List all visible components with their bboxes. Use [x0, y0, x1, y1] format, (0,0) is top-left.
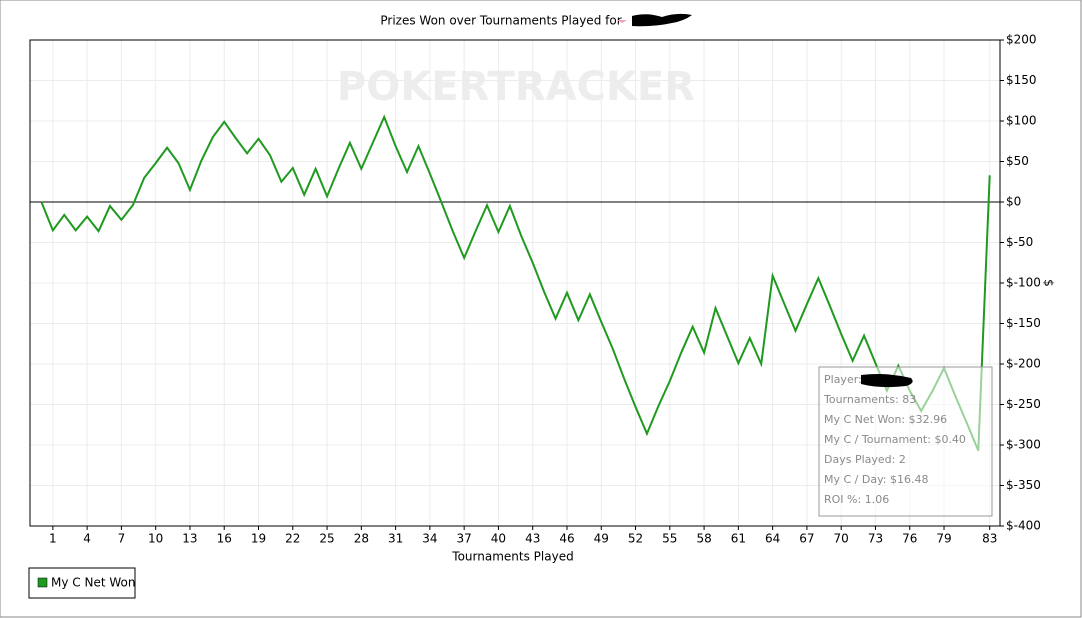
y-tick-label: $0	[1006, 195, 1021, 209]
tooltip	[818, 366, 993, 517]
x-tick-label: 16	[217, 532, 232, 546]
x-tick-label: 49	[594, 532, 609, 546]
x-axis-label: Tournaments Played	[451, 550, 573, 564]
y-tick-label: $-200	[1006, 357, 1041, 371]
x-tick-label: 46	[559, 532, 574, 546]
x-tick-label: 61	[731, 532, 746, 546]
tooltip-line: ROI %: 1.06	[824, 493, 889, 506]
x-tick-label: 43	[525, 532, 540, 546]
y-tick-label: $-300	[1006, 438, 1041, 452]
x-tick-label: 13	[182, 532, 197, 546]
tooltip-line: Player:	[824, 373, 862, 386]
y-tick-label: $50	[1006, 154, 1029, 168]
y-tick-label: $-350	[1006, 478, 1041, 492]
x-tick-label: 37	[457, 532, 472, 546]
x-tick-label: 83	[982, 532, 997, 546]
data-line	[40, 114, 991, 452]
x-tick-label: 76	[902, 532, 917, 546]
x-tick-label: 31	[388, 532, 403, 546]
x-tick-label: 7	[118, 532, 126, 546]
y-tick-label: $-250	[1006, 397, 1041, 411]
x-tick-label: 4	[83, 532, 91, 546]
redacted-name	[632, 13, 692, 27]
x-tick-label: 10	[148, 532, 163, 546]
x-tick-label: 70	[834, 532, 849, 546]
redacted-player	[861, 374, 913, 388]
x-tick-label: 22	[285, 532, 300, 546]
x-tick-label: 52	[628, 532, 643, 546]
legend-label: My C Net Won	[51, 576, 135, 590]
chart-title: Prizes Won over Tournaments Played for	[380, 14, 621, 28]
x-tick-label: 34	[422, 532, 437, 546]
x-tick-label: 58	[696, 532, 711, 546]
x-tick-label: 67	[799, 532, 814, 546]
x-tick-label: 28	[354, 532, 369, 546]
y-tick-label: $-150	[1006, 316, 1041, 330]
flag-icon	[617, 20, 627, 23]
tooltip-line: My C Net Won: $32.96	[824, 413, 947, 426]
x-tick-label: 40	[491, 532, 506, 546]
legend-swatch	[37, 577, 48, 588]
y-tick-label: $200	[1006, 33, 1037, 47]
y-tick-label: $-50	[1006, 235, 1033, 249]
y-tick-label: $150	[1006, 73, 1037, 87]
tooltip-line: My C / Tournament: $0.40	[824, 433, 966, 446]
x-tick-label: 25	[319, 532, 334, 546]
tooltip-line: Days Played: 2	[824, 453, 906, 466]
watermark: POKERTRACKER	[337, 64, 695, 110]
x-tick-label: 19	[251, 532, 266, 546]
x-tick-label: 1	[49, 532, 57, 546]
x-tick-label: 64	[765, 532, 780, 546]
x-tick-label: 73	[868, 532, 883, 546]
y-tick-label: $-100	[1006, 276, 1041, 290]
x-tick-label: 79	[936, 532, 951, 546]
y-tick-label: $-400	[1006, 519, 1041, 533]
y-tick-label: $100	[1006, 114, 1037, 128]
tooltip-line: My C / Day: $16.48	[824, 473, 929, 486]
y-axis-label: $	[1042, 279, 1056, 287]
tooltip-line: Tournaments: 83	[823, 393, 916, 406]
x-tick-label: 55	[662, 532, 677, 546]
